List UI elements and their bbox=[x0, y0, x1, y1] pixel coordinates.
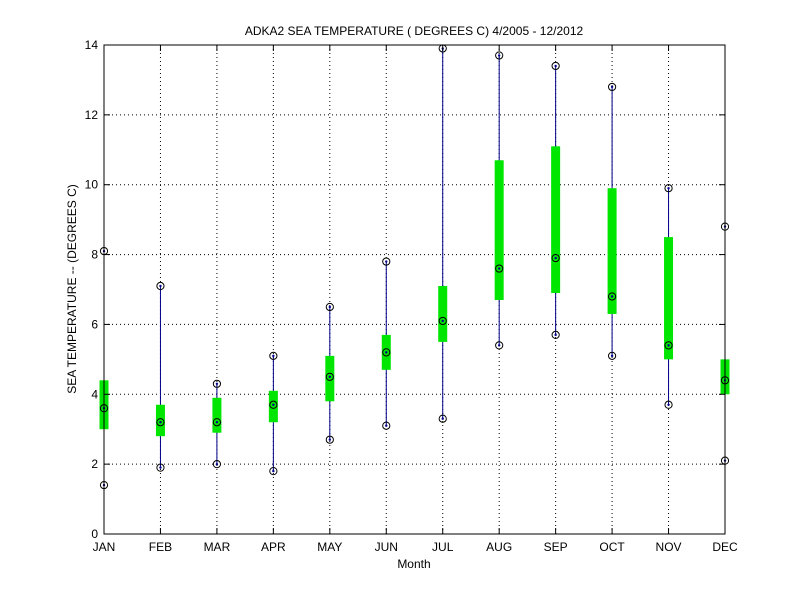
median-marker-may bbox=[325, 372, 334, 381]
median-marker-jun bbox=[382, 348, 391, 357]
x-tick-label: JUL bbox=[432, 540, 454, 554]
max-marker-apr bbox=[269, 351, 278, 360]
median-marker-sep bbox=[551, 253, 560, 263]
box-sep bbox=[551, 146, 561, 293]
max-marker-dot-jun bbox=[385, 260, 388, 263]
y-tick-label: 14 bbox=[85, 38, 99, 52]
min-marker-nov bbox=[664, 400, 673, 409]
max-marker-mar bbox=[212, 379, 222, 388]
x-tick-label: JUN bbox=[375, 540, 398, 554]
median-marker-dot-aug bbox=[497, 267, 501, 270]
min-marker-jun bbox=[382, 421, 391, 430]
max-marker-dot-oct bbox=[610, 85, 614, 89]
x-tick-label: MAY bbox=[317, 540, 342, 554]
ticks bbox=[103, 44, 726, 535]
min-marker-dot-mar bbox=[215, 462, 219, 466]
box-aug bbox=[494, 160, 504, 300]
y-tick-label: 2 bbox=[91, 457, 98, 471]
box-nov bbox=[664, 237, 674, 360]
median-marker-dot-mar bbox=[215, 421, 219, 424]
max-marker-dot-sep bbox=[554, 64, 557, 68]
max-marker-dot-nov bbox=[667, 187, 670, 190]
median-marker-dot-feb bbox=[159, 421, 162, 424]
y-tick-label: 10 bbox=[85, 178, 99, 192]
y-tick-label: 12 bbox=[85, 108, 99, 122]
y-tick-label: 6 bbox=[91, 317, 98, 331]
median-marker-dot-apr bbox=[272, 403, 275, 406]
min-marker-oct bbox=[607, 351, 617, 360]
y-tick-label: 8 bbox=[91, 248, 98, 262]
box-feb bbox=[155, 404, 165, 437]
x-tick-label: DEC bbox=[712, 540, 738, 554]
median-marker-dot-jul bbox=[441, 319, 444, 323]
box-mar bbox=[212, 397, 222, 433]
max-marker-jun bbox=[382, 257, 391, 266]
min-marker-dot-aug bbox=[497, 344, 501, 347]
max-marker-oct bbox=[607, 82, 617, 92]
min-marker-dot-sep bbox=[554, 333, 557, 337]
min-marker-dot-jul bbox=[441, 417, 444, 420]
median-marker-dot-jun bbox=[385, 351, 388, 354]
max-marker-nov bbox=[664, 184, 673, 193]
max-marker-feb bbox=[156, 281, 165, 291]
box-jul bbox=[438, 286, 448, 342]
median-marker-dot-may bbox=[328, 375, 332, 379]
median-marker-oct bbox=[607, 292, 617, 301]
x-tick-label: MAR bbox=[204, 540, 231, 554]
max-marker-dot-aug bbox=[497, 54, 501, 57]
x-tick-label: JAN bbox=[93, 540, 116, 554]
axes-box bbox=[103, 44, 726, 535]
x-tick-label: APR bbox=[261, 540, 286, 554]
max-marker-dot-may bbox=[328, 305, 332, 309]
x-axis-label: Month bbox=[397, 557, 430, 571]
box-apr bbox=[268, 390, 278, 423]
min-marker-dot-apr bbox=[272, 469, 275, 473]
max-marker-aug bbox=[495, 51, 504, 60]
min-marker-jul bbox=[438, 414, 447, 423]
box-may bbox=[325, 355, 335, 402]
median-marker-mar bbox=[212, 418, 222, 427]
median-marker-dot-oct bbox=[610, 295, 614, 298]
median-marker-jul bbox=[438, 316, 447, 326]
min-marker-sep bbox=[551, 330, 560, 340]
min-marker-dot-nov bbox=[667, 403, 670, 406]
median-marker-feb bbox=[156, 418, 165, 427]
tick-labels: JAN FEB MAR APR MAY JUN JUL AUG SEP OCT NOV DEC 0 2 4 6… bbox=[85, 38, 738, 554]
x-tick-label: SEP bbox=[544, 540, 568, 554]
min-marker-dot-oct bbox=[610, 354, 614, 358]
min-marker-may bbox=[325, 435, 334, 444]
min-marker-dot-may bbox=[328, 438, 332, 441]
min-marker-aug bbox=[495, 341, 504, 350]
max-marker-dot-apr bbox=[272, 354, 275, 358]
box-oct bbox=[607, 188, 617, 314]
min-marker-dot-feb bbox=[159, 466, 162, 469]
max-marker-dot-mar bbox=[215, 382, 219, 386]
y-axis-label: SEA TEMPERATURE -- (DEGREES C) bbox=[65, 184, 79, 394]
median-marker-nov bbox=[664, 341, 673, 350]
max-marker-dot-feb bbox=[159, 284, 162, 288]
min-marker-feb bbox=[156, 463, 165, 472]
median-marker-dot-nov bbox=[667, 344, 670, 347]
x-tick-label: AUG bbox=[486, 540, 512, 554]
x-tick-label: NOV bbox=[656, 540, 682, 554]
max-marker-sep bbox=[551, 61, 560, 71]
chart-title: ADKA2 SEA TEMPERATURE ( DEGREES C) 4/200… bbox=[245, 24, 584, 38]
min-marker-apr bbox=[269, 467, 278, 476]
median-marker-dot-sep bbox=[554, 256, 557, 260]
max-marker-may bbox=[325, 302, 334, 312]
min-marker-dot-jun bbox=[385, 424, 388, 427]
y-tick-label: 4 bbox=[91, 387, 98, 401]
median-marker-apr bbox=[269, 400, 278, 409]
min-marker-mar bbox=[212, 460, 222, 469]
median-marker-aug bbox=[495, 264, 504, 273]
y-tick-label: 0 bbox=[91, 527, 98, 541]
x-tick-label: OCT bbox=[599, 540, 625, 554]
x-tick-label: FEB bbox=[149, 540, 172, 554]
